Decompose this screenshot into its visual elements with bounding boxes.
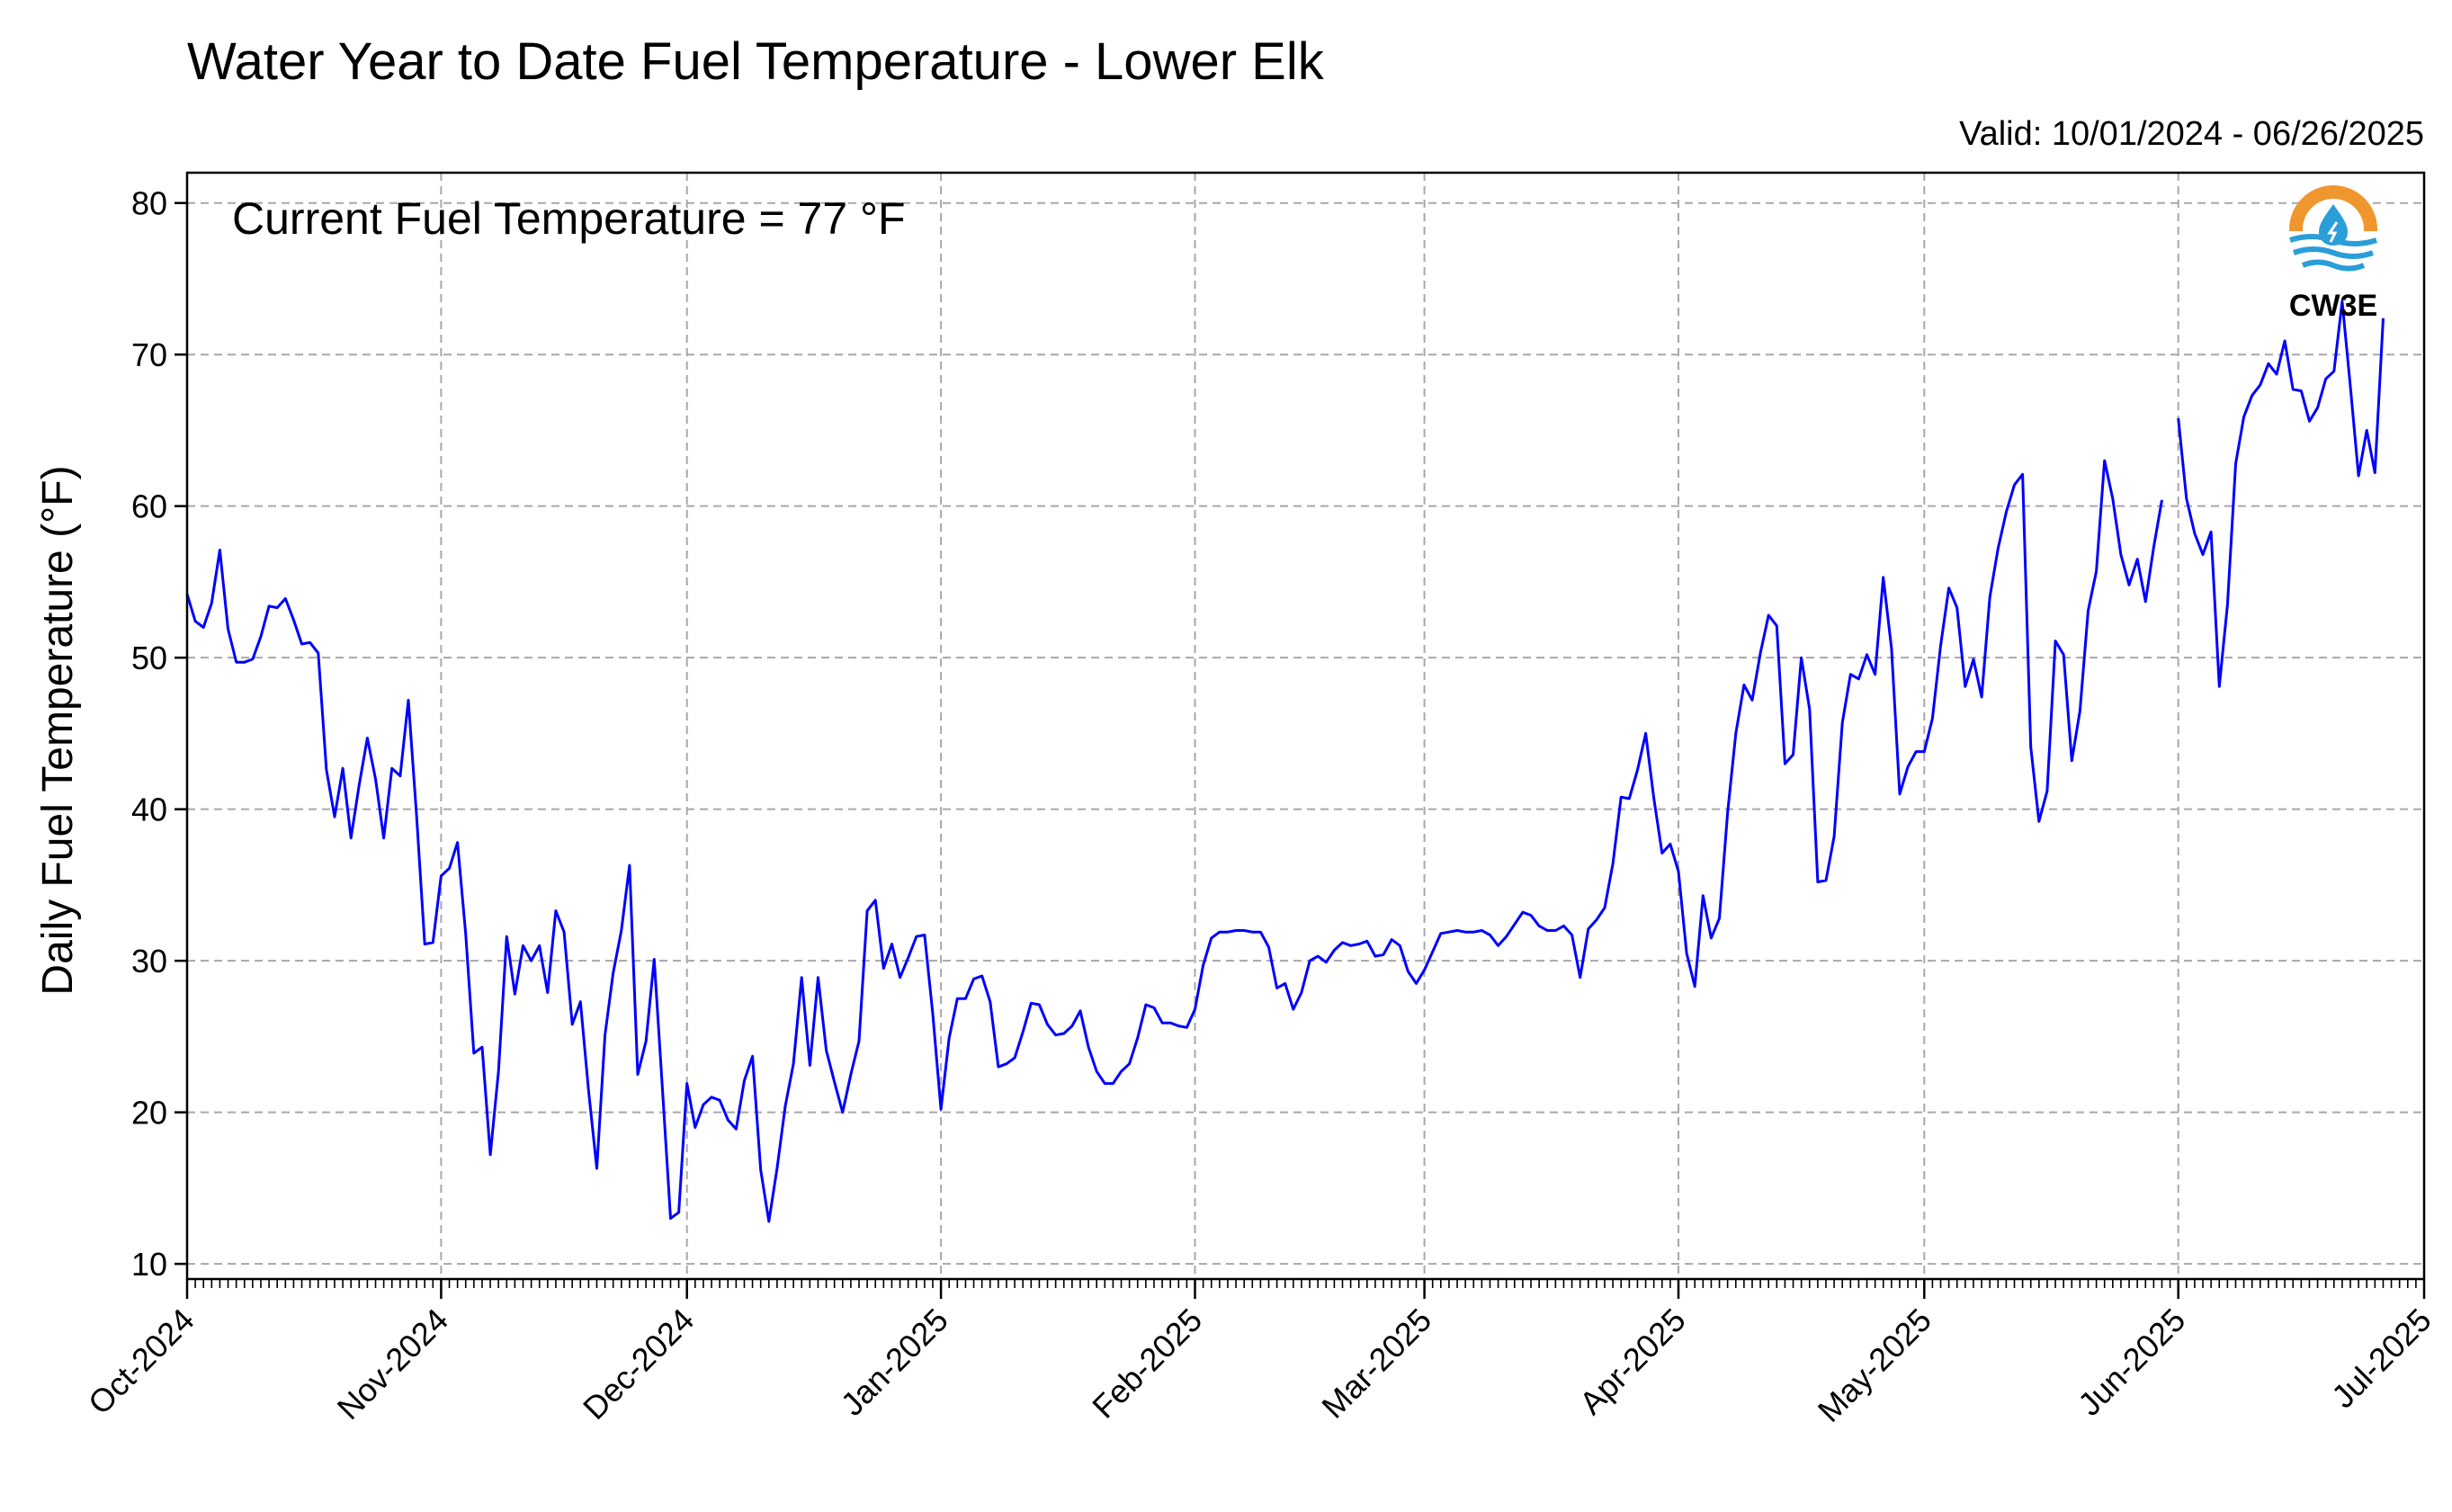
y-tick-label: 80	[131, 185, 167, 222]
y-tick-label: 30	[131, 943, 167, 980]
y-tick-label: 70	[131, 336, 167, 373]
y-axis-label: Daily Fuel Temperature (°F)	[34, 465, 82, 995]
droplet-highlight	[2327, 221, 2339, 243]
y-tick-label: 40	[131, 792, 167, 828]
series	[185, 300, 2385, 1223]
plot-frame	[185, 171, 2426, 1281]
y-tick-label: 60	[131, 488, 167, 525]
cw3e-logo: CW3E	[2286, 185, 2380, 323]
y-tick-label: 20	[131, 1095, 167, 1132]
logo-label: CW3E	[2289, 289, 2377, 323]
y-tick-label: 50	[131, 640, 167, 676]
y-tick-label: 10	[131, 1246, 167, 1283]
grid	[186, 173, 2425, 1279]
x-tick-label: Jun-2025	[2071, 1302, 2192, 1423]
logo-wave-3	[2301, 259, 2366, 272]
x-tick-label: Apr-2025	[1572, 1302, 1693, 1422]
x-tick-label: Nov-2024	[330, 1302, 455, 1427]
x-tick-label: Dec-2024	[576, 1302, 701, 1427]
chart-title: Water Year to Date Fuel Temperature - Lo…	[187, 32, 1325, 91]
axis-ticks: 10 20 30 40 50 60 70 80 Oct-2024 Nov-2024 Dec-2024…	[81, 185, 2439, 1429]
current-fuel-temperature-annotation: Current Fuel Temperature = 77 °F	[232, 193, 906, 244]
x-tick-label: Mar-2025	[1314, 1302, 1438, 1426]
logo-wave-2	[2292, 246, 2375, 259]
x-tick-label: Oct-2024	[81, 1302, 201, 1422]
x-tick-label: Jul-2025	[2324, 1302, 2439, 1416]
chart-subtitle: Valid: 10/01/2024 - 06/26/2025	[1959, 115, 2424, 153]
x-tick-label: Jan-2025	[834, 1302, 955, 1423]
x-tick-label: May-2025	[1811, 1302, 1938, 1429]
x-tick-label: Feb-2025	[1085, 1302, 1209, 1426]
droplet-icon	[2319, 204, 2348, 246]
fuel-temperature-line	[185, 300, 2385, 1223]
